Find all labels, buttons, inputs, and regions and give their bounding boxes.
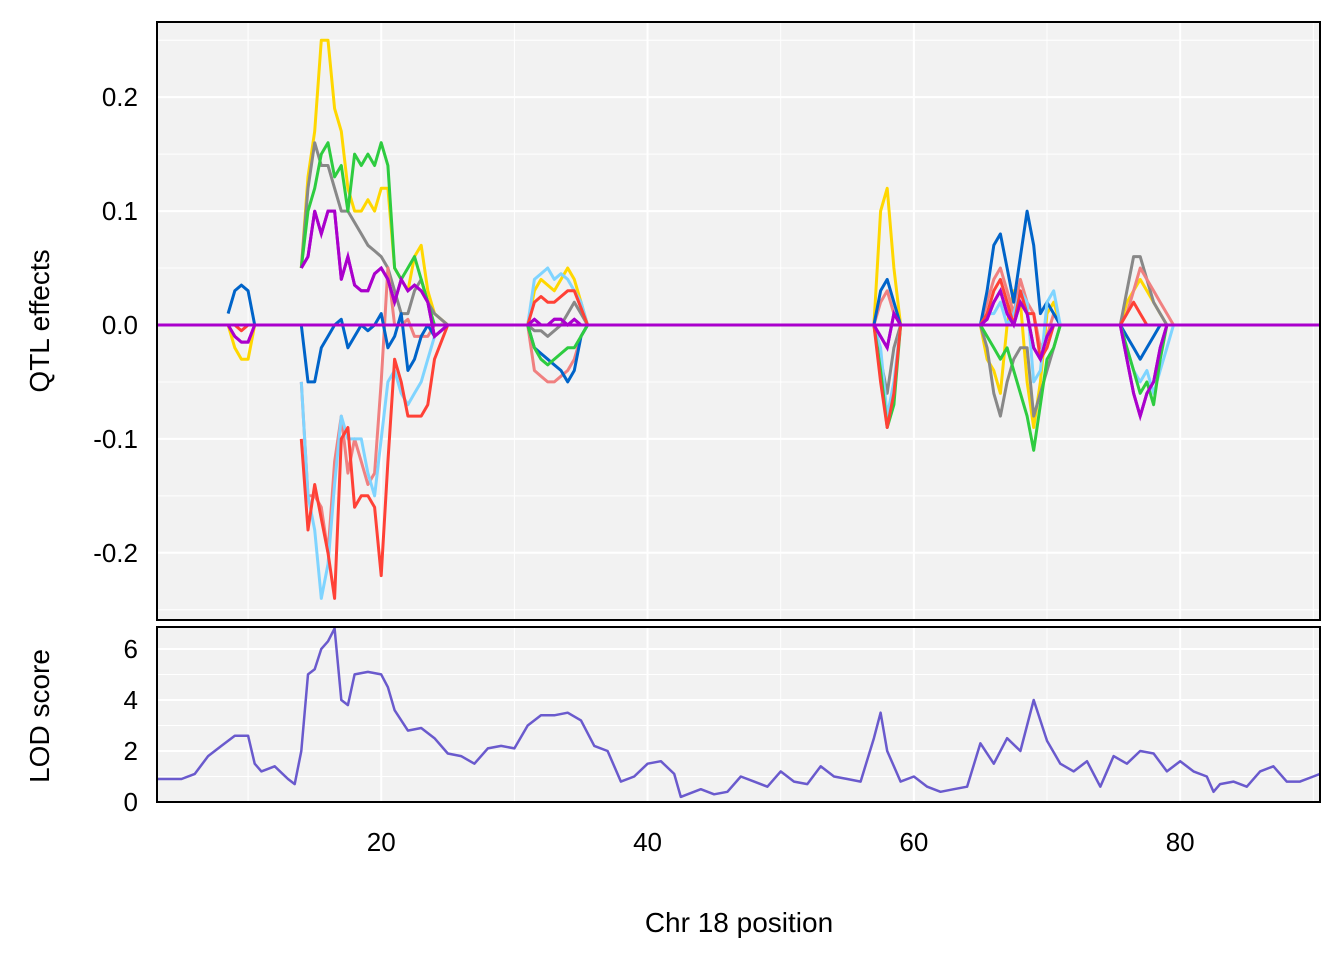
effect-line-s4	[299, 312, 449, 384]
effect-line-s2	[299, 141, 449, 327]
effect-line-s4	[872, 277, 903, 326]
lod-tick-label: 2	[124, 736, 138, 766]
effect-line-s2	[978, 324, 1062, 418]
top-panel-border	[156, 21, 1321, 621]
lod-tick-label: 4	[124, 685, 138, 715]
x-axis-label: Chr 18 position	[645, 907, 833, 938]
y-tick-label: -0.2	[93, 538, 138, 568]
lod-y-label: LOD score	[24, 649, 55, 783]
effect-line-s5	[299, 323, 449, 600]
effect-line-s8	[526, 317, 588, 327]
effect-line-s1	[299, 38, 449, 327]
effect-line-s6	[979, 324, 1062, 452]
lod-y-ticks: 0 2 4 6	[124, 634, 138, 817]
lod-curve	[157, 627, 1321, 799]
x-tick-label: 40	[633, 827, 662, 857]
x-ticks: 20 40 60 80	[367, 827, 1195, 857]
effect-line-s7	[299, 324, 450, 600]
effect-line-s7	[526, 289, 589, 326]
lod-line	[157, 627, 1321, 799]
effect-line-s6	[526, 324, 589, 367]
lod-tick-label: 6	[124, 634, 138, 664]
effect-y-ticks: 0.2 0.1 0.0 -0.1 -0.2	[93, 82, 138, 568]
effect-line-s8	[1118, 323, 1174, 422]
effect-line-s8	[226, 324, 257, 344]
effect-line-s2	[526, 300, 589, 338]
y-tick-label: 0.2	[102, 82, 138, 112]
x-tick-label: 20	[367, 827, 396, 857]
top-panel-bg	[157, 22, 1320, 620]
bottom-panel-bg	[157, 627, 1320, 802]
effect-line-s8	[300, 209, 449, 340]
effect-line-s1	[872, 186, 903, 326]
y-tick-label: 0.0	[102, 310, 138, 340]
effect-y-label: QTL effects	[24, 249, 55, 392]
effect-line-s7	[872, 324, 903, 429]
x-tick-label: 80	[1166, 827, 1195, 857]
effect-line-s1	[226, 324, 257, 361]
lod-tick-label: 0	[124, 787, 138, 817]
x-tick-label: 60	[899, 827, 928, 857]
bottom-panel-border	[156, 626, 1321, 803]
y-tick-label: 0.1	[102, 196, 138, 226]
effect-line-s7	[979, 277, 1061, 361]
effect-line-s3	[1119, 266, 1175, 326]
effect-line-s4	[226, 283, 257, 326]
effect-line-s8	[872, 309, 902, 353]
effect-lines	[157, 38, 1320, 600]
effect-line-s1	[526, 266, 590, 326]
effect-line-s8	[979, 287, 1061, 363]
effect-line-s6	[299, 141, 448, 327]
y-tick-label: -0.1	[93, 424, 138, 454]
